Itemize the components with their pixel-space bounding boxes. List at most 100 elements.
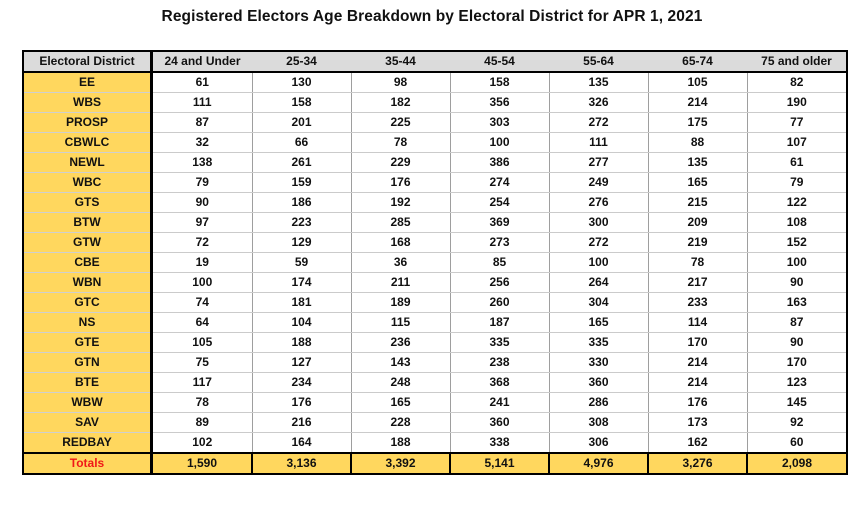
value-cell: 158 — [251, 92, 352, 113]
column-header-age-group: 25-34 — [252, 50, 351, 73]
totals-label: Totals — [22, 452, 153, 475]
table-row: BTE 117 234 248 368 360 214 123 — [23, 372, 848, 393]
value-cell: 260 — [449, 292, 550, 313]
value-cell: 105 — [647, 71, 748, 93]
value-cell: 225 — [350, 112, 451, 133]
value-cell: 75 — [151, 352, 253, 373]
value-cell: 74 — [151, 292, 253, 313]
value-cell: 248 — [350, 372, 451, 393]
value-cell: 182 — [350, 92, 451, 113]
value-cell: 78 — [151, 392, 253, 413]
table-row: GTS 90 186 192 254 276 215 122 — [23, 192, 848, 213]
value-cell: 368 — [449, 372, 550, 393]
value-cell: 330 — [548, 352, 649, 373]
value-cell: 60 — [746, 432, 848, 454]
value-cell: 170 — [647, 332, 748, 353]
value-cell: 111 — [151, 92, 253, 113]
value-cell: 100 — [449, 132, 550, 153]
value-cell: 277 — [548, 152, 649, 173]
value-cell: 100 — [746, 252, 848, 273]
district-cell: NS — [23, 312, 153, 333]
table-row: WBN 100 174 211 256 264 217 90 — [23, 272, 848, 293]
value-cell: 158 — [449, 71, 550, 93]
table-row: BTW 97 223 285 369 300 209 108 — [23, 212, 848, 233]
value-cell: 174 — [251, 272, 352, 293]
value-cell: 88 — [647, 132, 748, 153]
value-cell: 64 — [151, 312, 253, 333]
value-cell: 192 — [350, 192, 451, 213]
value-cell: 369 — [449, 212, 550, 233]
district-cell: BTW — [23, 212, 153, 233]
table-body: EE 61 130 98 158 135 105 82 WBS 111 158 182 356 326 21… — [23, 71, 848, 454]
district-cell: EE — [23, 71, 153, 93]
table-row: GTN 75 127 143 238 330 214 170 — [23, 352, 848, 373]
value-cell: 335 — [548, 332, 649, 353]
totals-value-cell: 2,098 — [746, 452, 848, 475]
value-cell: 32 — [151, 132, 253, 153]
column-header-age-group: 24 and Under — [151, 50, 252, 73]
value-cell: 335 — [449, 332, 550, 353]
value-cell: 261 — [251, 152, 352, 173]
value-cell: 98 — [350, 71, 451, 93]
value-cell: 175 — [647, 112, 748, 133]
district-cell: WBN — [23, 272, 153, 293]
value-cell: 122 — [746, 192, 848, 213]
header-row: Electoral District 24 and Under 25-34 35-4… — [23, 50, 847, 73]
table-row: WBS 111 158 182 356 326 214 190 — [23, 92, 848, 113]
value-cell: 214 — [647, 352, 748, 373]
district-cell: REDBAY — [23, 432, 153, 454]
value-cell: 130 — [251, 71, 352, 93]
totals-value-cell: 4,976 — [548, 452, 649, 475]
table-row: NEWL 138 261 229 386 277 135 61 — [23, 152, 848, 173]
district-cell: BTE — [23, 372, 153, 393]
district-cell: GTW — [23, 232, 153, 253]
value-cell: 215 — [647, 192, 748, 213]
totals-value-cell: 1,590 — [150, 452, 253, 475]
value-cell: 273 — [449, 232, 550, 253]
value-cell: 163 — [746, 292, 848, 313]
totals-value-cell: 3,276 — [647, 452, 748, 475]
value-cell: 129 — [251, 232, 352, 253]
value-cell: 127 — [251, 352, 352, 373]
value-cell: 173 — [647, 412, 748, 433]
value-cell: 97 — [151, 212, 253, 233]
totals-value-cell: 5,141 — [449, 452, 550, 475]
value-cell: 108 — [746, 212, 848, 233]
value-cell: 274 — [449, 172, 550, 193]
value-cell: 66 — [251, 132, 352, 153]
value-cell: 356 — [449, 92, 550, 113]
value-cell: 165 — [548, 312, 649, 333]
value-cell: 187 — [449, 312, 550, 333]
district-cell: SAV — [23, 412, 153, 433]
value-cell: 304 — [548, 292, 649, 313]
value-cell: 92 — [746, 412, 848, 433]
value-cell: 176 — [350, 172, 451, 193]
value-cell: 102 — [151, 432, 253, 454]
value-cell: 165 — [350, 392, 451, 413]
column-header-electoral-district: Electoral District — [23, 50, 153, 73]
value-cell: 152 — [746, 232, 848, 253]
value-cell: 241 — [449, 392, 550, 413]
value-cell: 72 — [151, 232, 253, 253]
page-title: Registered Electors Age Breakdown by Ele… — [161, 8, 703, 25]
value-cell: 285 — [350, 212, 451, 233]
value-cell: 181 — [251, 292, 352, 313]
table-row: WBW 78 176 165 241 286 176 145 — [23, 392, 848, 413]
value-cell: 107 — [746, 132, 848, 153]
value-cell: 308 — [548, 412, 649, 433]
value-cell: 117 — [151, 372, 253, 393]
district-cell: GTE — [23, 332, 153, 353]
table-row: GTC 74 181 189 260 304 233 163 — [23, 292, 848, 313]
value-cell: 145 — [746, 392, 848, 413]
value-cell: 79 — [746, 172, 848, 193]
electors-age-table: Electoral District 24 and Under 25-34 35-4… — [22, 50, 848, 475]
value-cell: 164 — [251, 432, 352, 454]
value-cell: 214 — [647, 92, 748, 113]
district-cell: GTC — [23, 292, 153, 313]
value-cell: 229 — [350, 152, 451, 173]
value-cell: 111 — [548, 132, 649, 153]
district-cell: WBW — [23, 392, 153, 413]
value-cell: 143 — [350, 352, 451, 373]
district-cell: CBWLC — [23, 132, 153, 153]
